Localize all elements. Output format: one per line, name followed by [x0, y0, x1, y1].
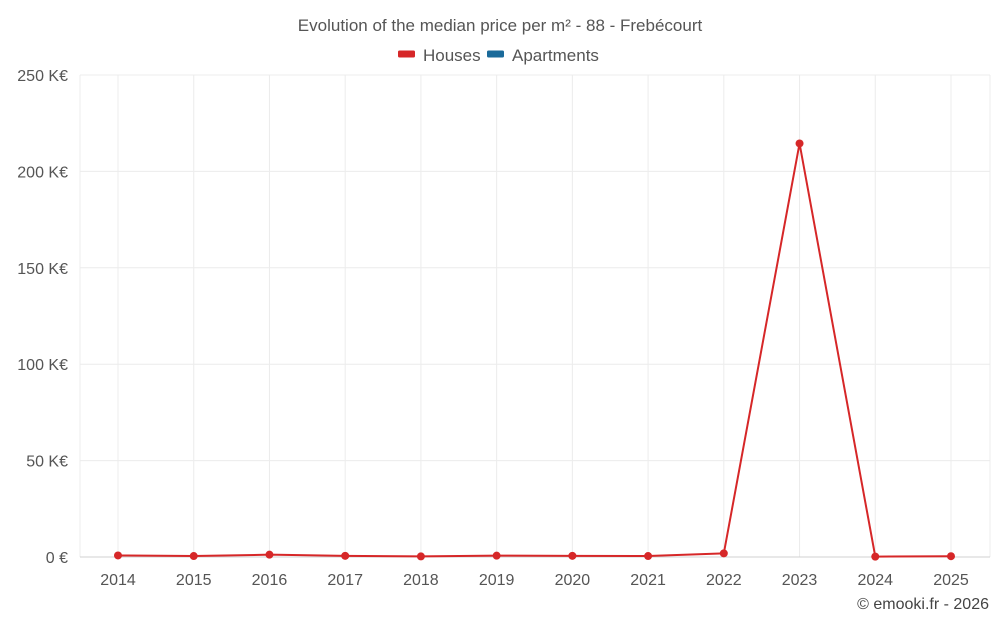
y-tick-label: 200 K€ [17, 164, 68, 181]
data-point[interactable] [265, 550, 274, 559]
data-point[interactable] [492, 551, 501, 560]
x-tick-label: 2021 [630, 572, 666, 589]
data-point[interactable] [719, 549, 728, 558]
gridlines [79, 74, 991, 557]
data-point[interactable] [644, 552, 653, 561]
y-tick-label: 0 € [46, 550, 68, 567]
data-point[interactable] [568, 551, 577, 560]
x-tick-label: 2018 [403, 572, 439, 589]
x-tick-label: 2019 [479, 572, 515, 589]
legend-label-apartments[interactable]: Apartments [512, 46, 599, 65]
data-point[interactable] [871, 552, 880, 561]
x-tick-label: 2025 [933, 572, 969, 589]
x-tick-label: 2016 [252, 572, 288, 589]
series-layer [114, 139, 955, 561]
legend-swatch-houses[interactable] [398, 50, 415, 58]
x-tick-label: 2017 [327, 572, 363, 589]
y-axis: 0 € 50 K€ 100 K€ 150 K€ 200 K€ 250 K€ [17, 68, 68, 567]
data-point[interactable] [341, 551, 350, 560]
y-tick-label: 50 K€ [26, 454, 68, 471]
x-tick-label: 2022 [706, 572, 742, 589]
y-tick-label: 250 K€ [17, 68, 68, 85]
legend: Houses Apartments [398, 46, 599, 65]
data-point[interactable] [114, 551, 122, 560]
legend-swatch-apartments[interactable] [487, 50, 504, 58]
legend-label-houses[interactable]: Houses [423, 46, 481, 65]
data-point[interactable] [416, 552, 425, 561]
x-tick-label: 2015 [176, 572, 212, 589]
x-tick-label: 2023 [782, 572, 818, 589]
y-tick-label: 100 K€ [17, 357, 68, 374]
chart-title: Evolution of the median price per m² - 8… [298, 16, 703, 35]
series-line-houses [117, 142, 952, 558]
credit-text: © emooki.fr - 2026 [857, 596, 989, 613]
x-tick-label: 2020 [555, 572, 591, 589]
y-tick-label: 150 K€ [17, 261, 68, 278]
x-tick-label: 2024 [857, 572, 893, 589]
x-axis: 2014 2015 2016 2017 2018 2019 2020 2021 2022 2023… [80, 556, 990, 589]
data-point[interactable] [795, 139, 804, 148]
x-tick-label: 2014 [100, 572, 136, 589]
data-point[interactable] [947, 552, 955, 561]
data-point[interactable] [189, 552, 198, 561]
